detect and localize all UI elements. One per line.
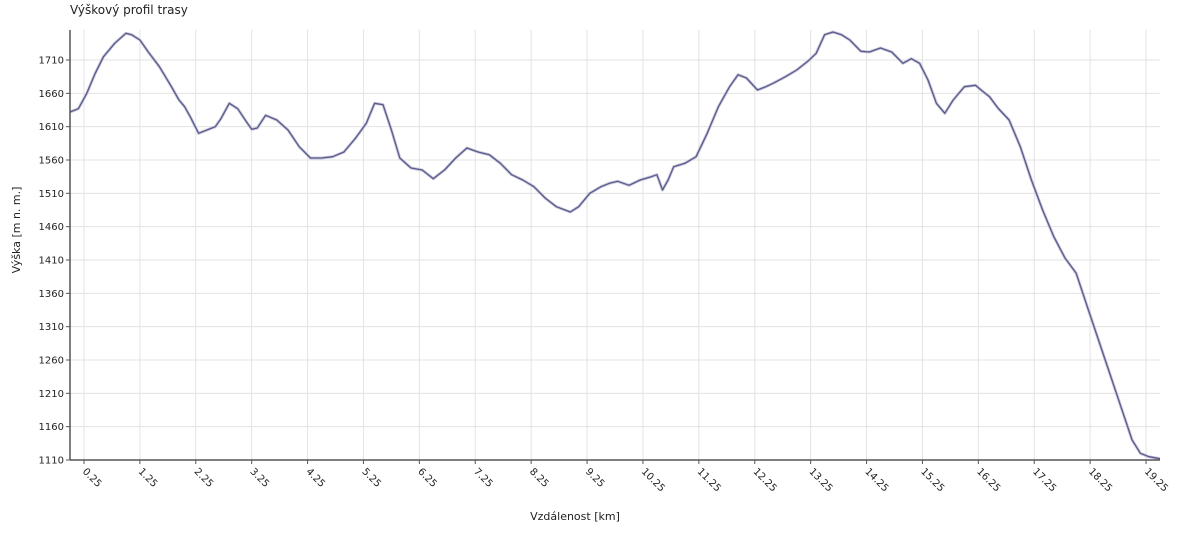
series-layer [69, 30, 1161, 461]
y-tick-label: 1460 [39, 222, 64, 233]
x-tick-label: 5.25 [359, 466, 383, 490]
x-tick-label: 16.25 [974, 466, 1002, 494]
x-tick-label: 8.25 [527, 466, 551, 490]
x-tick-label: 6.25 [415, 466, 439, 490]
x-tick-label: 3.25 [248, 466, 272, 490]
y-tick-label: 1510 [39, 189, 64, 200]
y-tick-label: 1560 [39, 156, 64, 167]
y-tick-label: 1360 [39, 289, 64, 300]
y-tick-label: 1410 [39, 256, 64, 267]
grid [70, 30, 1160, 461]
y-tick-label: 1310 [39, 322, 64, 333]
x-tick-label: 10.25 [639, 466, 667, 494]
x-tick-label: 4.25 [303, 466, 327, 490]
x-tick-label: 2.25 [192, 466, 216, 490]
x-tick-label: 0.25 [80, 466, 104, 490]
x-tick-label: 7.25 [471, 466, 495, 490]
x-tick-label: 1.25 [136, 466, 160, 490]
x-tick-label: 9.25 [583, 466, 607, 490]
x-tick-label: 19.25 [1142, 466, 1170, 494]
y-tick-label: 1660 [39, 89, 64, 100]
x-axis-title: Vzdálenost [km] [530, 510, 620, 523]
x-tick-label: 17.25 [1030, 466, 1058, 494]
y-tick-label: 1610 [39, 122, 64, 133]
chart-title: Výškový profil trasy [70, 3, 188, 17]
x-tick-label: 15.25 [918, 466, 946, 494]
x-tick-label: 12.25 [751, 466, 779, 494]
x-tick-label: 14.25 [862, 466, 890, 494]
y-tick-label: 1710 [39, 56, 64, 67]
tick-labels: 1110 1160 1210 1260 1310 1360 1410 1460 1510 1560… [39, 56, 1170, 495]
x-tick-label: 11.25 [695, 466, 723, 494]
series-line [69, 31, 1161, 460]
axes [66, 30, 1160, 464]
x-tick-label: 13.25 [807, 466, 835, 494]
y-tick-label: 1210 [39, 389, 64, 400]
y-axis-title: Výška [m n. m.] [10, 187, 23, 274]
y-tick-label: 1260 [39, 356, 64, 367]
series-line-halo [69, 30, 1161, 461]
x-tick-label: 18.25 [1086, 466, 1114, 494]
y-tick-label: 1160 [39, 422, 64, 433]
y-tick-label: 1110 [39, 456, 64, 467]
